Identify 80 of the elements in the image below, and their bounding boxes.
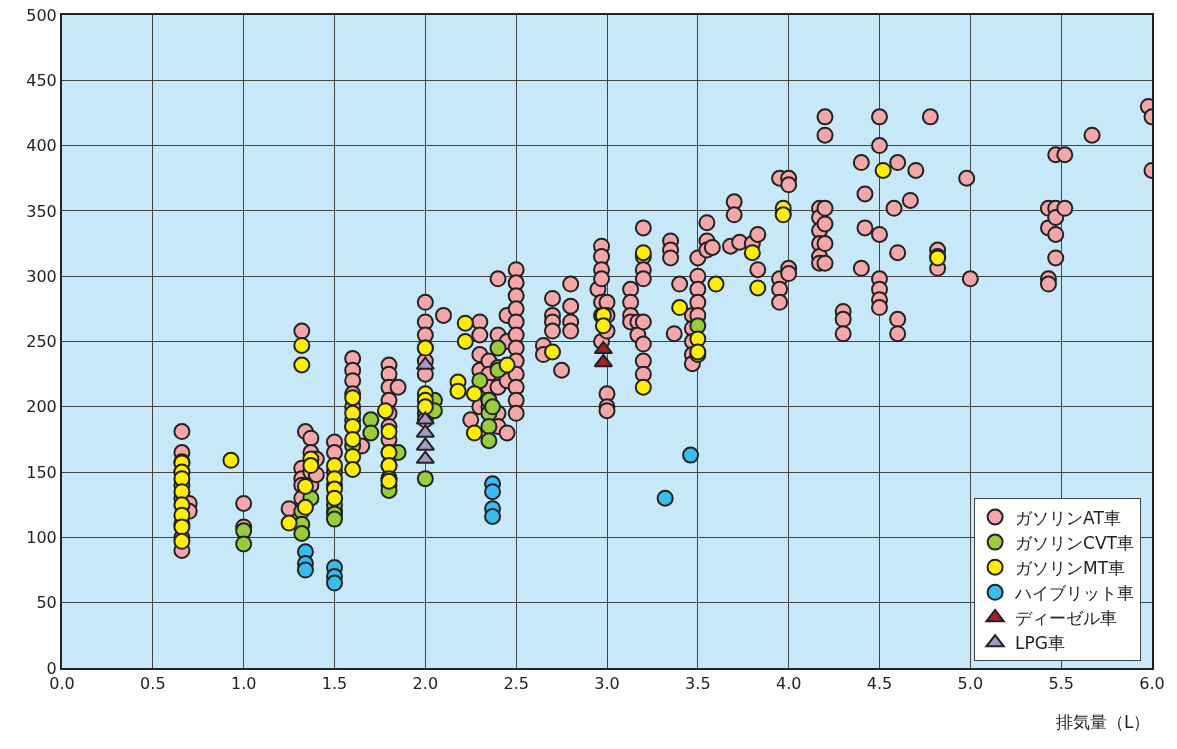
y-tick-label: 300 <box>26 266 57 286</box>
x-tick-label: 2.5 <box>503 674 529 694</box>
point <box>344 460 362 478</box>
point <box>634 244 652 262</box>
point <box>671 299 689 317</box>
y-tick-label: 500 <box>26 5 57 25</box>
point <box>480 417 498 435</box>
x-tick-label: 4.0 <box>775 674 802 694</box>
point <box>173 532 191 550</box>
x-tick-label: 2.0 <box>412 674 439 694</box>
legend-label: ガソリンAT車 <box>1015 507 1121 528</box>
point <box>749 279 767 297</box>
point <box>593 353 614 368</box>
point <box>326 574 343 592</box>
x-tick-label: 4.5 <box>866 674 893 694</box>
x-tick-label: 5.5 <box>1048 674 1074 694</box>
point <box>415 437 435 451</box>
y-tick-label: 450 <box>26 70 57 90</box>
point <box>874 161 892 179</box>
point <box>707 275 725 293</box>
point <box>293 524 311 542</box>
legend-label: ディーゼル車 <box>1015 608 1118 629</box>
y-tick-label: 350 <box>26 201 57 221</box>
point <box>344 430 362 448</box>
x-tick-label: 5.0 <box>957 674 984 694</box>
point <box>415 411 435 425</box>
point <box>489 339 507 357</box>
point <box>302 457 320 475</box>
x-tick-label: 3.5 <box>685 674 711 694</box>
point <box>480 432 498 450</box>
point <box>465 385 483 403</box>
point <box>416 470 434 488</box>
point <box>296 498 314 516</box>
point <box>634 378 652 396</box>
legend-label: LPG車 <box>1015 633 1066 654</box>
point <box>484 398 502 416</box>
point <box>235 535 253 553</box>
point <box>415 424 435 438</box>
x-axis-title: 排気量（L） <box>1056 712 1151 732</box>
point <box>682 446 700 464</box>
x-tick-label: 1.0 <box>230 674 257 694</box>
legend-label: ハイブリット車 <box>1014 582 1135 603</box>
y-tick-label: 200 <box>26 397 57 417</box>
y-tick-label: 50 <box>36 593 57 613</box>
point <box>498 356 516 374</box>
point <box>484 508 502 525</box>
point <box>376 402 394 420</box>
legend-label: ガソリンCVT車 <box>1015 532 1134 553</box>
point <box>544 343 561 361</box>
x-tick-label: 0.5 <box>140 674 166 694</box>
point <box>456 333 474 350</box>
x-tick-label: 1.5 <box>321 674 348 694</box>
point <box>449 382 467 400</box>
point <box>465 424 483 442</box>
legend-label: ガソリンMT車 <box>1015 557 1126 578</box>
y-tick-label: 250 <box>26 332 57 352</box>
point <box>484 483 502 501</box>
point <box>743 244 761 262</box>
point <box>415 450 435 464</box>
point <box>380 423 398 441</box>
point <box>222 451 240 469</box>
point <box>326 510 343 528</box>
point <box>594 317 612 335</box>
y-tick-label: 400 <box>26 136 57 156</box>
point <box>362 424 380 442</box>
point <box>593 340 614 355</box>
y-tick-label: 150 <box>26 462 57 482</box>
point <box>656 489 674 507</box>
point <box>471 372 489 390</box>
point <box>416 398 434 416</box>
x-tick-label: 3.0 <box>594 674 620 694</box>
point <box>415 356 435 370</box>
point <box>280 514 298 532</box>
point <box>293 356 311 374</box>
point <box>344 389 362 407</box>
point <box>296 561 314 579</box>
point <box>293 336 311 354</box>
point <box>456 314 474 332</box>
x-tick-label: 6.0 <box>1139 674 1165 694</box>
y-tick-label: 100 <box>26 528 57 547</box>
